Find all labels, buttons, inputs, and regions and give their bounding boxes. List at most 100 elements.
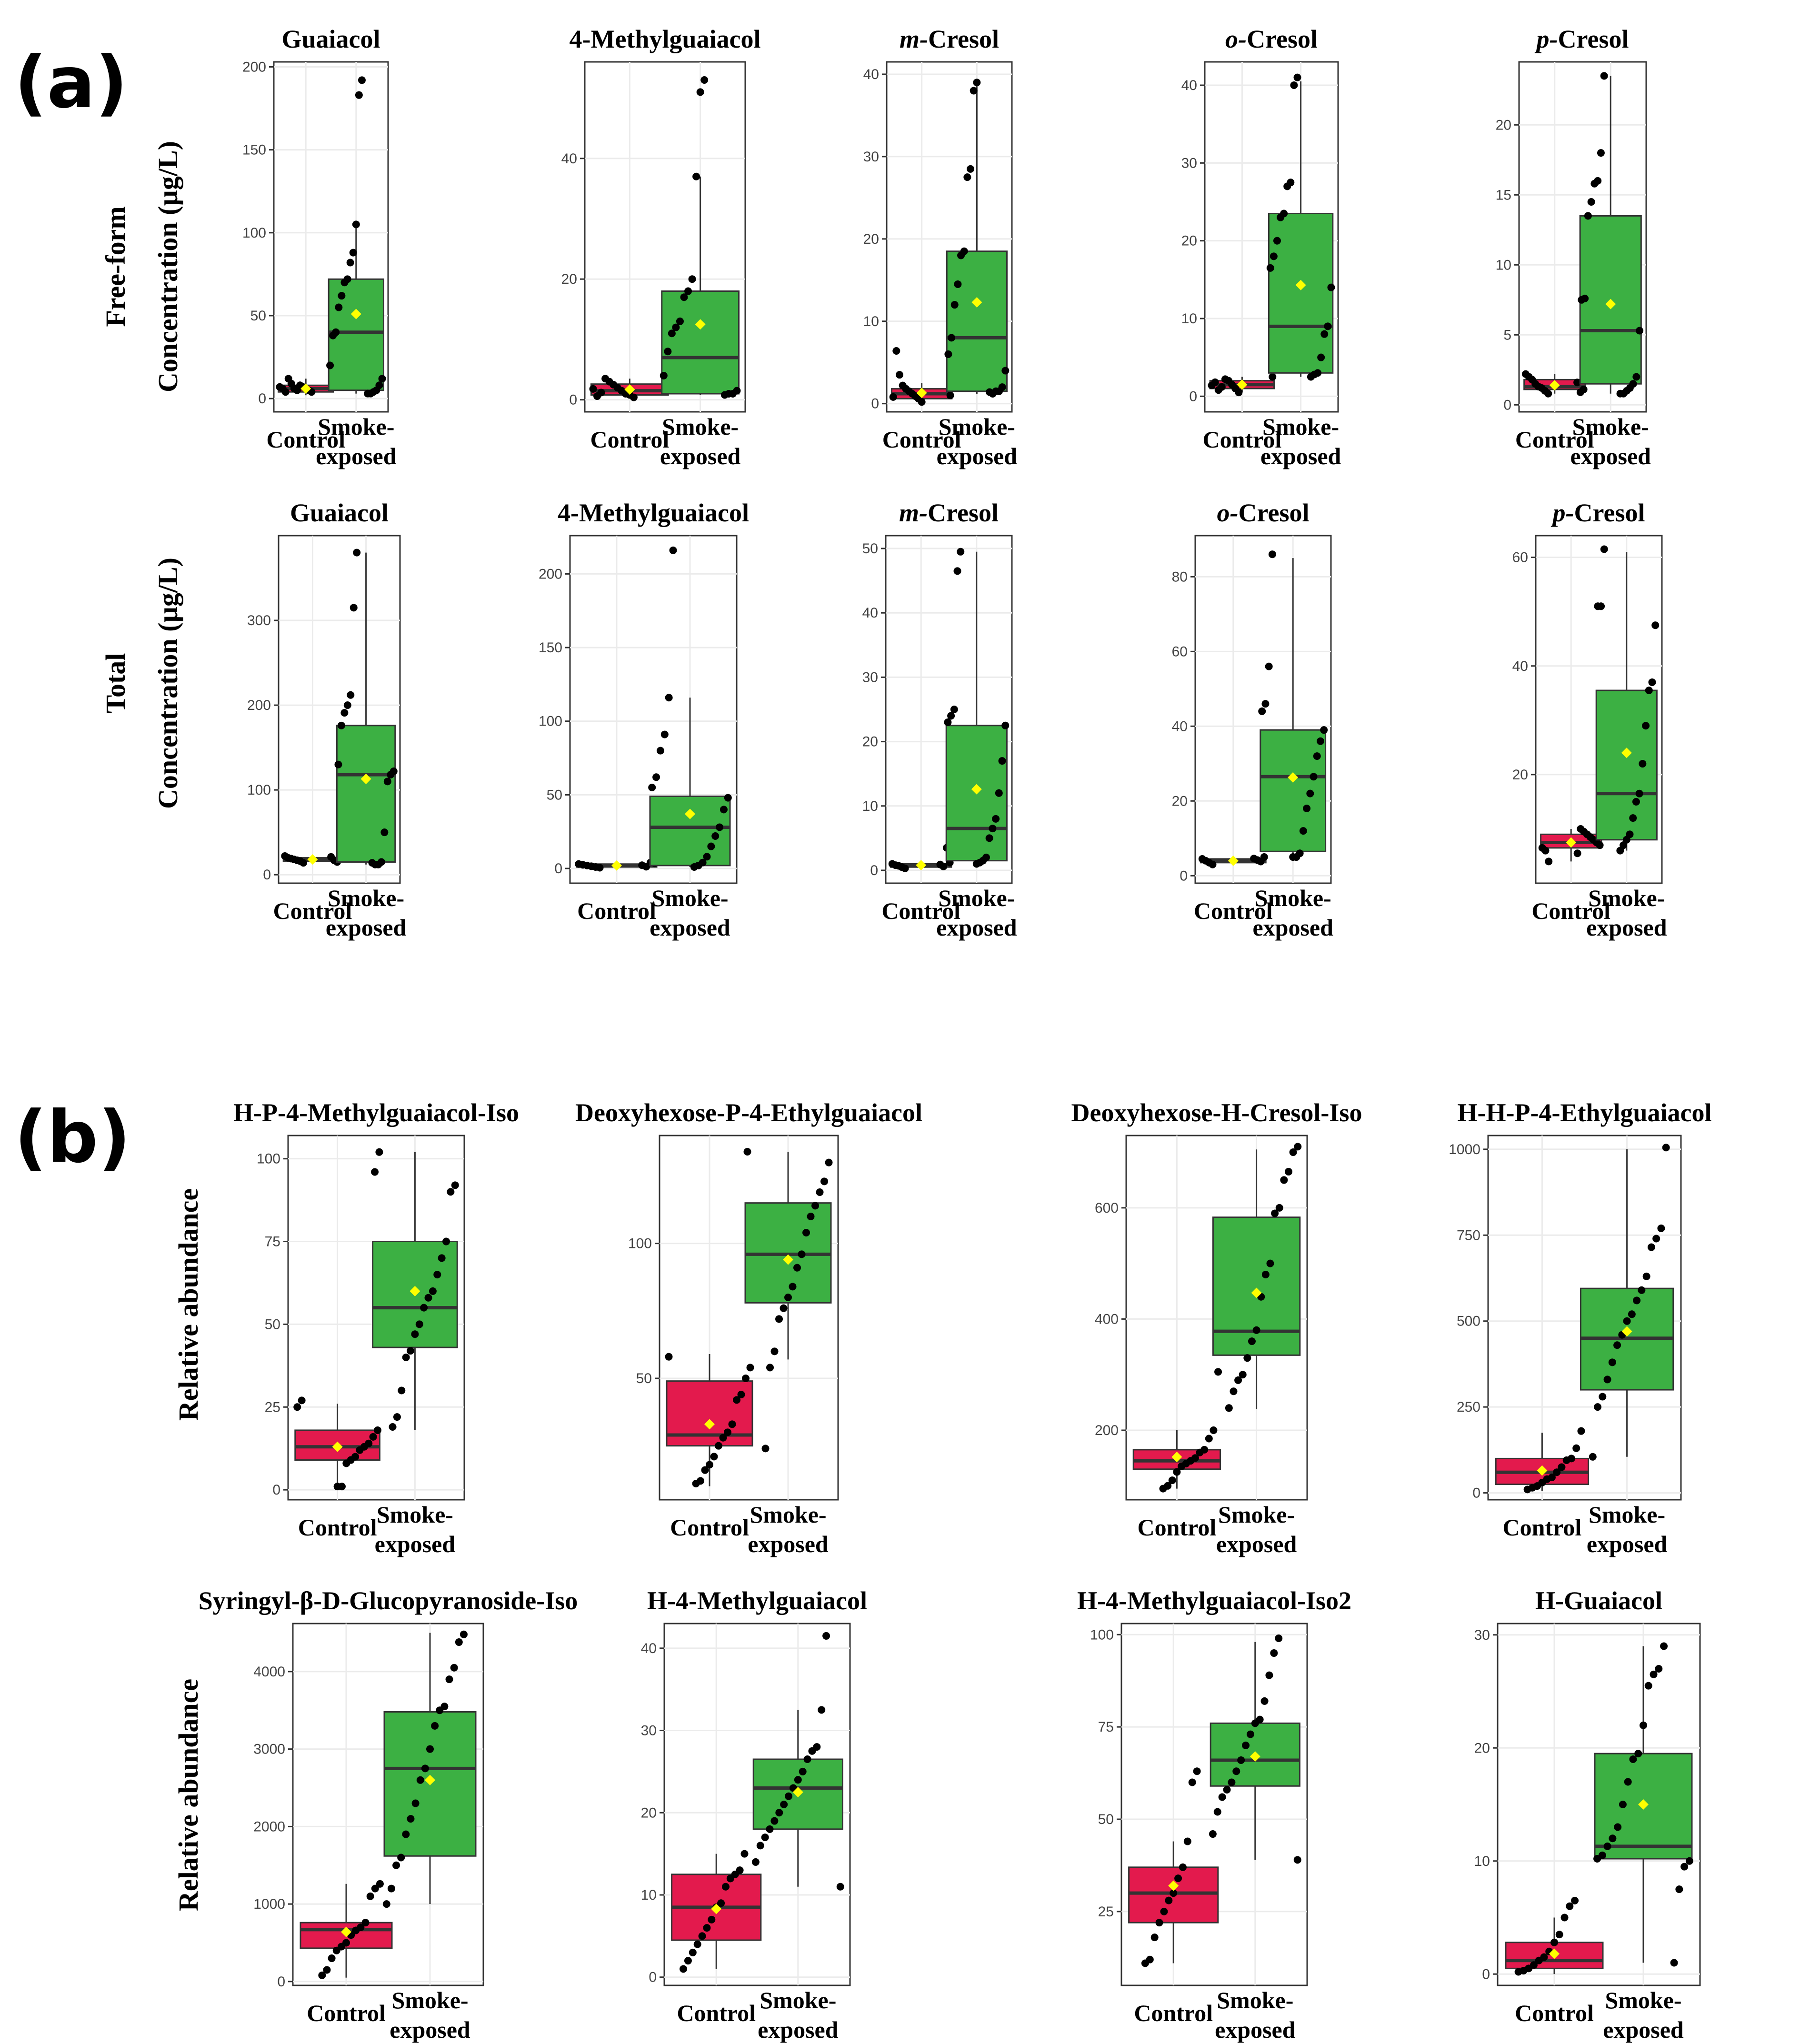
plot-title: Deoxyhexose-H-Cresol-Iso <box>1071 1098 1362 1127</box>
row-label-total-line2: Concentration (µg/L) <box>152 558 183 809</box>
boxplot-panel-18: H-Guaiacol 0 10 20 30 Control Smoke-exposed <box>1474 1586 1701 2043</box>
control-data-point <box>684 1957 692 1965</box>
control-data-point <box>888 860 896 868</box>
boxplot-panel-14: H-H-P-4-Ethylguaiacol 0 250 500 750 1000 Contr… <box>1449 1098 1711 1557</box>
smoke-data-point <box>1613 1341 1621 1349</box>
x-label-smoke-line1: Smoke- <box>1572 413 1649 440</box>
smoke-data-point <box>1289 853 1297 861</box>
control-data-point <box>689 1948 697 1956</box>
smoke-data-point <box>1629 814 1637 822</box>
control-data-point <box>889 393 897 401</box>
smoke-data-point <box>985 834 993 842</box>
smoke-data-point <box>648 783 656 791</box>
smoke-data-point <box>668 329 676 338</box>
y-tick-label: 0 <box>277 1974 285 1990</box>
smoke-data-point <box>756 1842 764 1850</box>
x-label-smoke-line1: Smoke- <box>938 885 1015 911</box>
smoke-mean-marker <box>1621 1326 1632 1337</box>
control-mean-marker <box>1171 1452 1182 1463</box>
control-mean-marker <box>1549 1948 1560 1959</box>
smoke-data-point <box>700 76 709 84</box>
smoke-data-point <box>1603 1375 1611 1384</box>
smoke-data-point <box>799 1767 807 1775</box>
smoke-data-point <box>1243 1354 1251 1362</box>
x-label-smoke-line2: exposed <box>326 914 407 941</box>
control-data-point <box>1205 1435 1213 1443</box>
smoke-data-point <box>807 1213 815 1220</box>
x-label-smoke-line2: exposed <box>1603 2016 1684 2043</box>
smoke-data-point <box>387 1884 395 1893</box>
smoke-data-point <box>1320 726 1328 734</box>
y-tick-label: 0 <box>554 861 562 877</box>
control-data-point <box>1577 1427 1585 1435</box>
smoke-data-point <box>1232 1767 1240 1775</box>
control-data-point <box>327 853 335 861</box>
plot-title-prefix: o- <box>1217 498 1239 527</box>
control-data-point <box>369 1433 377 1441</box>
control-data-point <box>1545 857 1553 866</box>
smoke-data-point <box>1642 1272 1650 1280</box>
x-label-control: Control <box>298 1514 377 1541</box>
y-tick-label: 40 <box>561 151 577 167</box>
smoke-data-point <box>1313 752 1321 760</box>
control-data-point <box>328 1954 336 1963</box>
x-label-control: Control <box>1138 1514 1217 1541</box>
smoke-data-point <box>1266 264 1274 272</box>
smoke-box <box>946 250 1008 392</box>
x-label-control: Control <box>590 426 669 453</box>
smoke-data-point <box>349 249 357 257</box>
control-data-point <box>593 392 601 400</box>
y-tick-label: 0 <box>272 1482 280 1498</box>
smoke-data-point <box>1662 1144 1670 1152</box>
smoke-data-point <box>326 361 334 369</box>
y-tick-label: 20 <box>561 271 577 287</box>
smoke-data-point <box>364 389 372 398</box>
smoke-data-point <box>338 292 346 300</box>
smoke-mean-marker <box>1638 1799 1649 1810</box>
control-data-point <box>721 1883 730 1891</box>
control-data-point <box>728 1420 736 1428</box>
smoke-data-point <box>353 548 361 557</box>
smoke-data-point <box>1261 1270 1270 1278</box>
smoke-data-point <box>716 823 724 831</box>
y-tick-label: 200 <box>247 698 271 713</box>
control-data-point <box>680 1965 688 1973</box>
control-data-point <box>701 1466 709 1474</box>
smoke-box <box>649 796 731 867</box>
y-tick-label: 25 <box>265 1399 280 1415</box>
plot-title-prefix: m- <box>900 25 928 53</box>
y-tick-label: 40 <box>1181 78 1197 93</box>
x-label-smoke-line2: exposed <box>936 914 1017 941</box>
y-tick-label: 0 <box>871 396 879 412</box>
smoke-data-point <box>672 323 680 331</box>
x-label-smoke-line2: exposed <box>1587 1531 1668 1557</box>
smoke-data-point <box>450 1664 458 1672</box>
x-label-control: Control <box>1531 897 1610 924</box>
y-tick-label: 20 <box>862 734 878 750</box>
y-tick-label: 40 <box>863 67 879 82</box>
smoke-data-point <box>676 317 684 325</box>
y-tick-label: 50 <box>1098 1812 1114 1827</box>
boxplot-panel-15: Syringyl-β-D-Glucopyranoside-Iso 0 1000 200… <box>199 1586 578 2043</box>
smoke-data-point <box>720 391 729 399</box>
smoke-data-point <box>407 1815 415 1823</box>
smoke-data-point <box>1320 330 1329 338</box>
plot-title-prefix: p- <box>1535 25 1558 53</box>
smoke-data-point <box>818 1706 826 1714</box>
control-mean-marker <box>704 1419 715 1430</box>
smoke-data-point <box>1303 805 1311 813</box>
y-tick-label: 50 <box>547 787 562 803</box>
smoke-data-point <box>1271 1209 1279 1217</box>
y-tick-label: 150 <box>539 640 562 656</box>
boxplot-panel-17: H-4-Methylguaiacol-Iso2 25 50 75 100 Control S… <box>1077 1586 1351 2043</box>
smoke-data-point <box>761 1834 769 1842</box>
smoke-data-point <box>1644 1682 1652 1690</box>
x-label-smoke-line1: Smoke- <box>1262 413 1339 440</box>
boxplot-panel-13: Deoxyhexose-H-Cresol-Iso 200 400 600 Control… <box>1071 1098 1362 1557</box>
y-tick-label: 50 <box>250 308 266 324</box>
row-label-free-form-line1: Free-form <box>100 206 131 327</box>
smoke-data-point <box>1578 296 1586 304</box>
smoke-data-point <box>944 718 952 727</box>
